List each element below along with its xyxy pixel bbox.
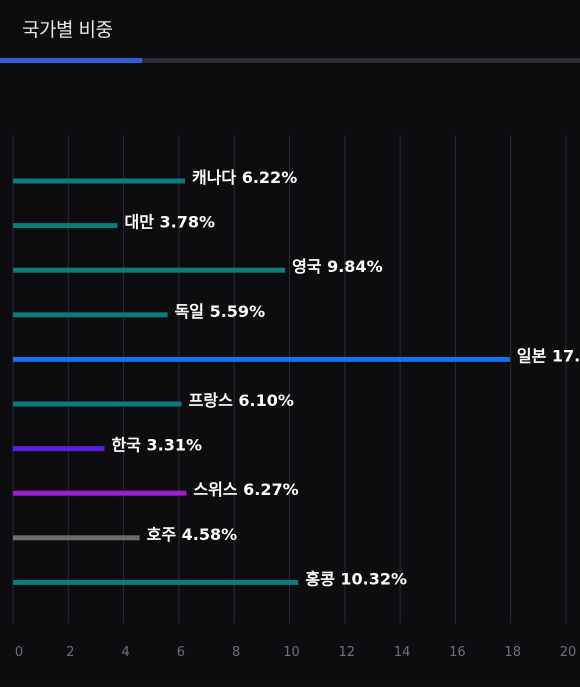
x-tick-label-7: 14 xyxy=(394,645,411,660)
x-tick-label-2: 4 xyxy=(121,645,129,660)
bar-2 xyxy=(13,267,286,273)
x-tick-label-1: 2 xyxy=(66,645,74,660)
bar-0 xyxy=(13,178,185,184)
x-tick-label-6: 12 xyxy=(339,645,356,660)
bar-label-2: 영국 9.84% xyxy=(292,257,383,276)
bar-category-0: 캐나다 xyxy=(192,168,236,187)
bar-7 xyxy=(13,490,187,496)
bar-label-9: 홍콩 10.32% xyxy=(305,569,407,588)
x-tick-label-8: 16 xyxy=(449,645,466,660)
progress-track xyxy=(0,58,580,63)
x-tick-label-0: 0 xyxy=(15,645,23,660)
bar-value-1: 3.78% xyxy=(154,213,215,232)
x-tick-label-5: 10 xyxy=(283,645,300,660)
bar-value-4: 17.97% xyxy=(546,346,580,365)
bar-category-1: 대만 xyxy=(125,213,155,232)
x-tick-label-4: 8 xyxy=(232,645,240,660)
bar-label-7: 스위스 6.27% xyxy=(193,480,298,499)
x-tick-label-9: 18 xyxy=(504,645,521,660)
bar-label-8: 호주 4.58% xyxy=(147,525,238,544)
bar-value-0: 6.22% xyxy=(236,168,297,187)
bar-category-4: 일본 xyxy=(517,346,547,365)
bar-6 xyxy=(13,446,105,452)
progress-fill xyxy=(0,58,143,63)
x-tick-label-3: 6 xyxy=(177,645,185,660)
bar-1 xyxy=(13,223,118,229)
bar-category-9: 홍콩 xyxy=(305,569,335,588)
bar-category-3: 독일 xyxy=(175,302,204,321)
bar-category-8: 호주 xyxy=(147,525,177,544)
bar-value-7: 6.27% xyxy=(238,480,299,499)
chart-x-ticks: 0 2 4 6 8 10 12 14 16 18 20 xyxy=(15,645,576,660)
bar-9 xyxy=(13,579,299,585)
page-title: 국가별 비중 xyxy=(22,19,113,41)
bar-value-6: 3.31% xyxy=(141,436,202,455)
bar-label-5: 프랑스 6.10% xyxy=(189,391,294,410)
bar-value-8: 4.58% xyxy=(176,525,237,544)
bar-value-5: 6.10% xyxy=(233,391,294,410)
bar-category-6: 한국 xyxy=(112,436,142,455)
bar-value-2: 9.84% xyxy=(322,257,383,276)
chart-bar-labels: 캐나다 6.22% 대만 3.78% 영국 9.84% 독일 5.59% 일본 17.9… xyxy=(112,168,580,588)
bar-3 xyxy=(13,312,168,318)
bar-5 xyxy=(13,401,182,407)
chart-header: 국가별 비중 xyxy=(0,0,580,58)
chart-bars xyxy=(13,178,510,585)
bar-value-9: 10.32% xyxy=(335,569,407,588)
bar-category-5: 프랑스 xyxy=(189,391,233,410)
bar-category-7: 스위스 xyxy=(193,480,237,499)
chart-grid xyxy=(12,135,567,623)
bar-label-0: 캐나다 6.22% xyxy=(192,168,297,187)
bar-8 xyxy=(13,535,140,541)
x-tick-label-10: 20 xyxy=(560,645,577,660)
bar-4 xyxy=(13,356,510,362)
bar-category-2: 영국 xyxy=(292,257,322,276)
bar-value-3: 5.59% xyxy=(204,302,265,321)
bar-label-4: 일본 17.97% xyxy=(517,346,580,365)
bar-label-6: 한국 3.31% xyxy=(112,436,203,455)
bar-label-1: 대만 3.78% xyxy=(125,213,216,232)
bar-label-3: 독일 5.59% xyxy=(175,302,266,321)
